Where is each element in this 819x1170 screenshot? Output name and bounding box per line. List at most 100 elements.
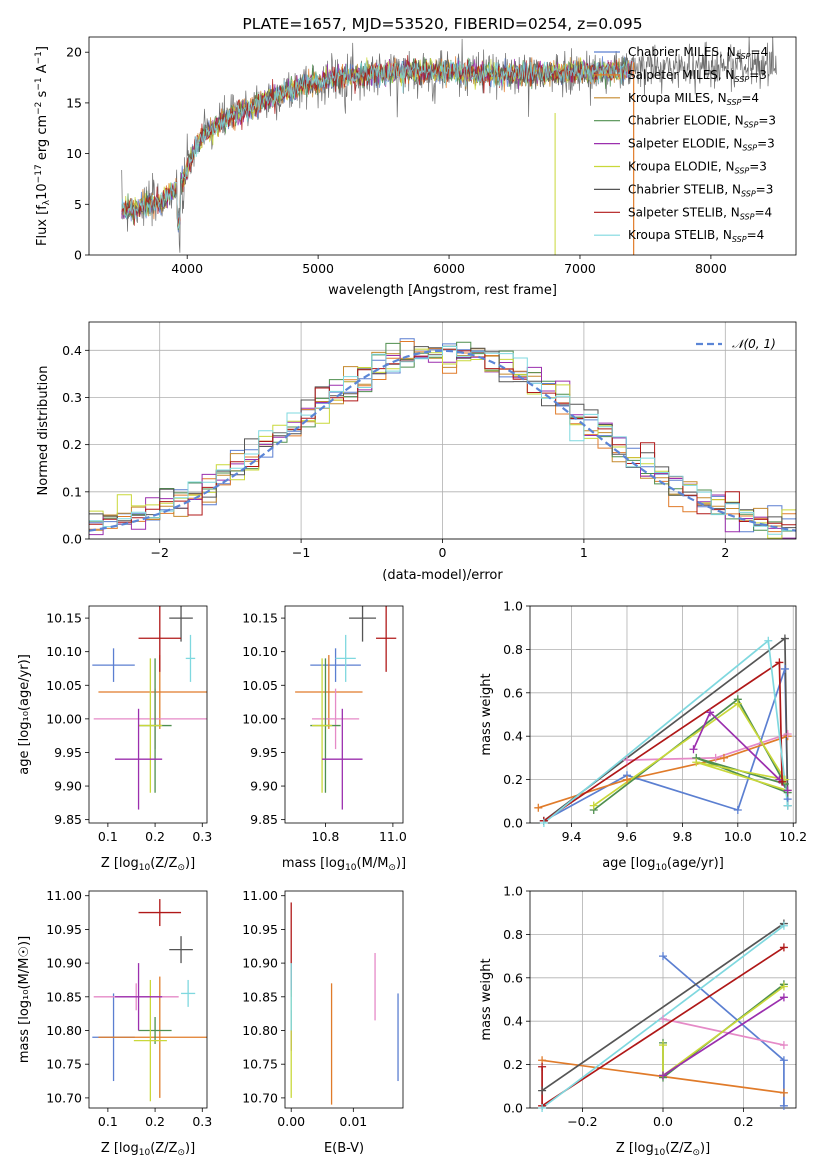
- weight-line: [593, 702, 788, 807]
- y-tick-label: 10.15: [242, 611, 278, 626]
- y-tick-label: 0.8: [503, 927, 523, 942]
- plot-area: [121, 37, 777, 255]
- chart-2: 0.1 0.2 0.3 9.85 9.90 9.95 10.00 10.05 10.10 10.1…: [17, 605, 212, 873]
- weight-line: [538, 735, 788, 809]
- x-tick-label: 10.8: [312, 829, 340, 844]
- y-tick-label: 0.8: [503, 642, 523, 657]
- y-tick-label: 10.00: [46, 711, 82, 726]
- y-tick-label: 0: [74, 248, 82, 263]
- y-tick-label: 0.3: [62, 390, 82, 405]
- weight-marker: [719, 753, 728, 762]
- y-tick-label: 20: [66, 45, 82, 60]
- weight-marker: [779, 1056, 788, 1065]
- x-tick-label: 2: [721, 545, 729, 560]
- y-axis-label: Normed distribution: [36, 366, 51, 496]
- y-tick-label: 0.0: [503, 1101, 523, 1116]
- y-tick-label: 10.80: [46, 1023, 82, 1038]
- y-axis-label: mass weight: [479, 958, 494, 1040]
- x-tick-label: 10.0: [724, 829, 752, 844]
- weight-marker: [779, 1101, 788, 1110]
- legend-label: Salpeter STELIB, NSSP=4: [628, 205, 772, 221]
- x-tick-label: 0.2: [145, 829, 165, 844]
- y-tick-label: 9.95: [250, 745, 278, 760]
- x-axis-label: Z [log10(Z/Z⊙)]: [616, 1141, 710, 1158]
- axes-frame: [284, 605, 404, 824]
- x-axis-label: (data-model)/error: [382, 568, 503, 583]
- legend-label: Chabrier ELODIE, NSSP=3: [628, 114, 776, 130]
- weight-line: [662, 985, 785, 1078]
- legend-label: Chabrier MILES, NSSP=4: [628, 45, 768, 61]
- x-tick-label: 0.3: [192, 1114, 212, 1129]
- x-tick-label: 4000: [171, 261, 203, 276]
- x-tick-label: 9.4: [562, 829, 582, 844]
- weight-marker: [659, 952, 667, 961]
- weight-marker: [539, 819, 548, 827]
- weight-marker: [692, 758, 701, 767]
- y-tick-label: 0.0: [62, 532, 82, 547]
- chart-5: 0.1 0.2 0.3 10.70 10.75 10.80 10.85 10.90 10.95 1…: [17, 888, 212, 1158]
- weight-line: [543, 660, 783, 822]
- chart-7: −0.2 0.0 0.2 0.0 0.2 0.4 0.6 0.8 1.0 Z [log10(Z/Z…: [479, 884, 797, 1158]
- x-tick-label: 1: [580, 545, 588, 560]
- x-tick-label: 0.2: [145, 1114, 165, 1129]
- weight-marker: [538, 1104, 547, 1112]
- legend-label: Kroupa MILES, NSSP=4: [628, 91, 759, 107]
- y-tick-label: 10.10: [46, 644, 82, 659]
- observed-spectrum: [121, 37, 777, 253]
- y-tick-label: 10.85: [242, 989, 278, 1004]
- axes-frame: [284, 890, 404, 1109]
- y-tick-label: 10.80: [242, 1023, 278, 1038]
- weight-marker: [733, 805, 742, 814]
- plot-area: [89, 338, 796, 539]
- weight-marker: [659, 1041, 667, 1050]
- y-tick-label: 10.75: [46, 1057, 82, 1072]
- y-tick-label: 10.70: [242, 1090, 278, 1105]
- x-tick-label: 0.2: [734, 1114, 754, 1129]
- x-tick-label: −2: [150, 545, 168, 560]
- y-tick-label: 0.2: [62, 437, 82, 452]
- x-tick-label: −0.2: [567, 1114, 597, 1129]
- weight-marker: [779, 943, 788, 952]
- x-tick-label: 9.6: [617, 829, 637, 844]
- y-tick-label: 0.4: [503, 729, 523, 744]
- plot-area: [92, 899, 207, 1102]
- y-tick-label: 10: [66, 146, 82, 161]
- weight-line: [543, 668, 789, 822]
- y-tick-label: 0.1: [62, 484, 82, 499]
- y-tick-label: 11.00: [242, 888, 278, 903]
- y-tick-label: 10.95: [242, 922, 278, 937]
- y-tick-label: 10.05: [46, 678, 82, 693]
- y-tick-label: 10.75: [242, 1057, 278, 1072]
- y-tick-label: 9.90: [54, 779, 82, 794]
- x-tick-label: 0.3: [192, 829, 212, 844]
- plot-area: [290, 902, 399, 1105]
- weight-marker: [780, 634, 789, 643]
- x-tick-label: 0: [439, 545, 447, 560]
- y-tick-label: 15: [66, 95, 82, 110]
- legend-label: Kroupa ELODIE, NSSP=3: [628, 160, 767, 176]
- x-tick-label: 10.2: [779, 829, 807, 844]
- legend-label: Kroupa STELIB, NSSP=4: [628, 228, 764, 244]
- weight-marker: [779, 1041, 788, 1050]
- x-tick-label: 0.00: [277, 1114, 305, 1129]
- weight-marker: [589, 801, 598, 810]
- histogram-series: [89, 345, 796, 535]
- weight-marker: [538, 1062, 547, 1071]
- legend: Chabrier MILES, NSSP=4 Salpeter MILES, NS…: [594, 45, 776, 244]
- x-tick-label: 0.01: [339, 1114, 367, 1129]
- weight-marker: [733, 699, 742, 708]
- y-tick-label: 0.6: [503, 970, 523, 985]
- y-tick-label: 9.95: [54, 745, 82, 760]
- weight-marker: [538, 1086, 547, 1095]
- x-tick-label: 5000: [302, 261, 334, 276]
- axes-frame: [529, 605, 797, 824]
- y-tick-label: 0.2: [503, 1057, 523, 1072]
- x-tick-label: 11.0: [379, 829, 407, 844]
- y-axis-label: mass weight: [479, 673, 494, 755]
- legend-label: Chabrier STELIB, NSSP=3: [628, 182, 773, 198]
- y-tick-label: 0.4: [503, 1014, 523, 1029]
- y-tick-label: 0.6: [503, 685, 523, 700]
- x-tick-label: 0.1: [98, 1114, 118, 1129]
- weight-line: [541, 922, 785, 1092]
